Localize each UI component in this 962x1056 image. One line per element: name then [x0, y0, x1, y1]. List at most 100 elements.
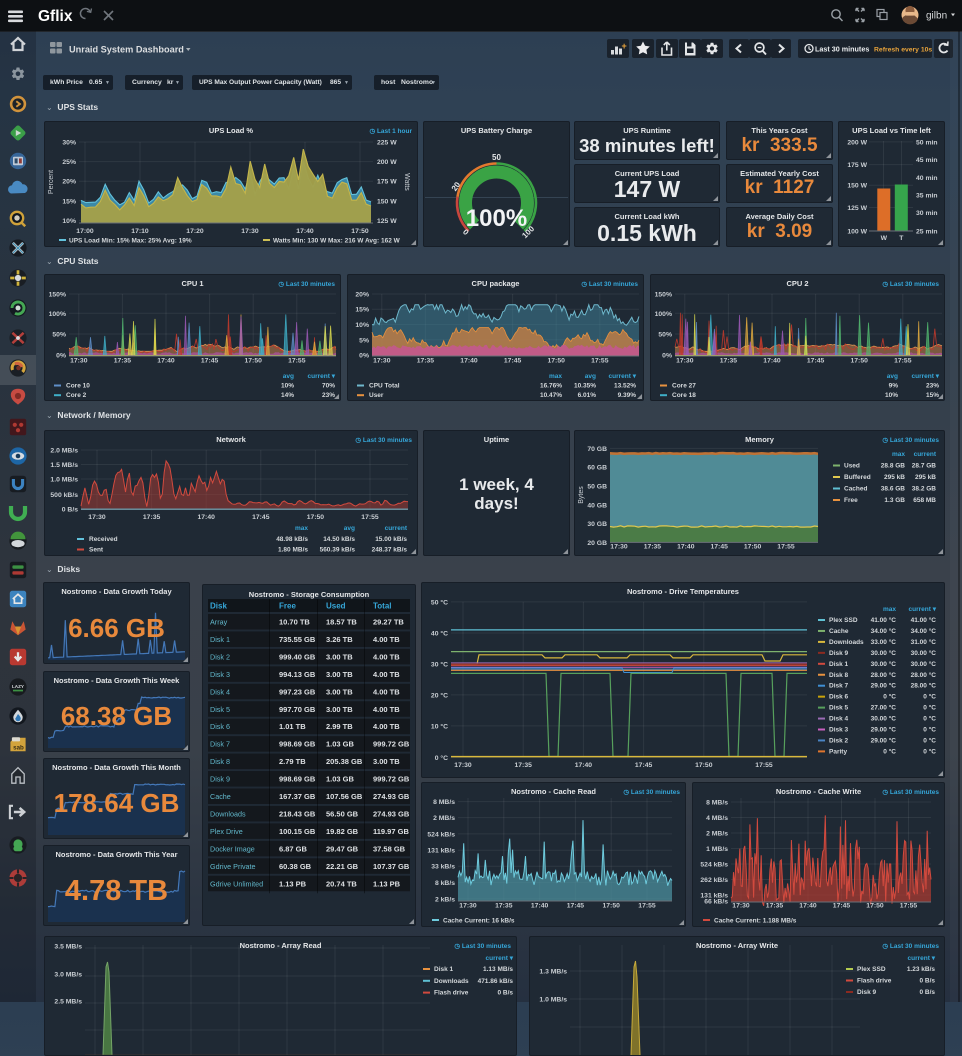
svg-text:29.00 °C: 29.00 °C [871, 736, 897, 744]
svg-text:524 kB/s: 524 kB/s [700, 862, 728, 869]
svg-text:Core 2: Core 2 [66, 392, 87, 399]
svg-text:17:50: 17:50 [307, 514, 325, 521]
svg-text:25 min: 25 min [916, 228, 938, 235]
svg-text:Flash drive: Flash drive [857, 978, 892, 985]
svg-text:20.74 TB: 20.74 TB [326, 879, 357, 888]
svg-text:17:55: 17:55 [591, 358, 609, 365]
svg-text:10%: 10% [885, 392, 898, 399]
svg-text:2 MB/s: 2 MB/s [433, 815, 455, 822]
svg-text:Disk 9: Disk 9 [857, 989, 877, 996]
svg-text:1.13 PB: 1.13 PB [373, 879, 401, 888]
svg-text:1.3 MB/s: 1.3 MB/s [539, 969, 567, 976]
svg-text:15%: 15% [926, 392, 939, 399]
svg-text:Cache Current: 16 kB/s: Cache Current: 16 kB/s [443, 918, 515, 925]
svg-text:150 W: 150 W [377, 198, 397, 205]
svg-text:17:45: 17:45 [567, 903, 585, 910]
svg-text:17:40: 17:40 [460, 358, 478, 365]
svg-text:997.23 GB: 997.23 GB [279, 687, 316, 696]
svg-text:38.6 GB: 38.6 GB [881, 486, 906, 493]
svg-text:Disk 2: Disk 2 [829, 737, 849, 744]
svg-text:17:55: 17:55 [777, 544, 795, 551]
svg-text:27.00 °C: 27.00 °C [871, 704, 897, 712]
svg-text:262 kB/s: 262 kB/s [700, 877, 728, 884]
svg-text:UPS Load Min: 15% Max: 25%: UPS Load Min: 15% Max: 25% Avg: 19% [69, 238, 192, 245]
svg-text:29.47 GB: 29.47 GB [326, 844, 359, 853]
svg-text:15.00 kB/s: 15.00 kB/s [375, 536, 407, 543]
svg-text:28.8 GB: 28.8 GB [881, 463, 906, 470]
svg-text:Disk 9: Disk 9 [829, 650, 849, 657]
svg-text:175 W: 175 W [377, 179, 397, 186]
svg-text:17:40: 17:40 [198, 514, 216, 521]
svg-text:295 kB: 295 kB [915, 474, 936, 481]
svg-text:0%: 0% [56, 353, 66, 360]
svg-text:17:30: 17:30 [241, 228, 259, 235]
svg-text:3.00 TB: 3.00 TB [326, 687, 353, 696]
svg-text:LAZY: LAZY [12, 684, 24, 689]
svg-text:17:30: 17:30 [454, 762, 472, 769]
svg-text:17:40: 17:40 [157, 358, 175, 365]
svg-text:17:55: 17:55 [755, 762, 773, 769]
svg-text:33 kB/s: 33 kB/s [431, 864, 455, 871]
svg-text:17:45: 17:45 [201, 358, 219, 365]
svg-text:17:50: 17:50 [866, 903, 884, 910]
svg-text:31.00 °C: 31.00 °C [911, 638, 937, 646]
svg-text:28.00 °C: 28.00 °C [911, 671, 937, 679]
svg-text:Disk 3: Disk 3 [829, 727, 849, 734]
svg-text:3.00 TB: 3.00 TB [326, 652, 353, 661]
svg-text:17:45: 17:45 [833, 903, 851, 910]
svg-text:29.00 °C: 29.00 °C [871, 726, 897, 734]
svg-text:1.13 MB/s: 1.13 MB/s [483, 966, 513, 973]
svg-text:Downloads: Downloads [434, 978, 469, 985]
svg-text:current ▾: current ▾ [308, 373, 336, 380]
svg-text:Percent: Percent [48, 170, 55, 194]
svg-text:30%: 30% [62, 140, 76, 147]
svg-text:28.7 GB: 28.7 GB [912, 463, 937, 470]
svg-text:Cache: Cache [829, 628, 849, 635]
svg-text:994.13 GB: 994.13 GB [279, 670, 316, 679]
svg-text:14.50 kB/s: 14.50 kB/s [323, 536, 355, 543]
svg-text:56.50 GB: 56.50 GB [326, 809, 359, 818]
svg-text:Disk 4: Disk 4 [829, 716, 849, 723]
svg-text:Downloads: Downloads [829, 639, 864, 646]
svg-text:13.52%: 13.52% [614, 383, 636, 390]
svg-text:17:40: 17:40 [677, 544, 695, 551]
svg-text:150%: 150% [49, 292, 66, 299]
svg-text:471.86 kB/s: 471.86 kB/s [478, 978, 514, 985]
svg-text:Gdrive Private: Gdrive Private [210, 862, 256, 871]
svg-text:17:50: 17:50 [351, 228, 369, 235]
svg-text:70%: 70% [322, 383, 335, 390]
svg-text:17:30: 17:30 [459, 903, 477, 910]
svg-text:23%: 23% [926, 383, 939, 390]
svg-text:17:40: 17:40 [531, 903, 549, 910]
svg-text:28.00 °C: 28.00 °C [911, 682, 937, 690]
svg-text:0 B/s: 0 B/s [919, 978, 935, 985]
svg-text:20: 20 [450, 180, 463, 193]
svg-text:Disk 3: Disk 3 [210, 670, 230, 679]
svg-text:1.03 GB: 1.03 GB [326, 740, 355, 749]
svg-text:Disk 1: Disk 1 [829, 661, 849, 668]
svg-text:274.93 GB: 274.93 GB [373, 792, 410, 801]
svg-text:60 GB: 60 GB [587, 465, 607, 472]
svg-text:max: max [295, 525, 308, 532]
svg-text:0 °C: 0 °C [923, 736, 936, 744]
svg-text:10.70 TB: 10.70 TB [279, 618, 310, 627]
svg-text:Docker Image: Docker Image [210, 844, 255, 853]
svg-text:W: W [881, 235, 888, 242]
svg-text:30 GB: 30 GB [587, 521, 607, 528]
svg-text:200 W: 200 W [847, 139, 867, 146]
svg-text:998.69 GB: 998.69 GB [279, 740, 316, 749]
svg-text:3.00 TB: 3.00 TB [373, 757, 400, 766]
svg-text:17:50: 17:50 [548, 358, 566, 365]
svg-text:17:30: 17:30 [732, 903, 750, 910]
svg-text:max: max [883, 606, 896, 613]
svg-text:Disk 6: Disk 6 [829, 694, 849, 701]
svg-text:Disk 5: Disk 5 [829, 705, 849, 712]
svg-text:Array: Array [210, 618, 228, 627]
svg-text:15%: 15% [62, 198, 76, 205]
svg-text:125 W: 125 W [377, 218, 397, 225]
svg-text:17:35: 17:35 [766, 903, 784, 910]
svg-text:0 °C: 0 °C [923, 693, 936, 701]
svg-text:10%: 10% [62, 218, 76, 225]
svg-text:17:35: 17:35 [143, 514, 161, 521]
svg-text:Disk 6: Disk 6 [210, 722, 230, 731]
